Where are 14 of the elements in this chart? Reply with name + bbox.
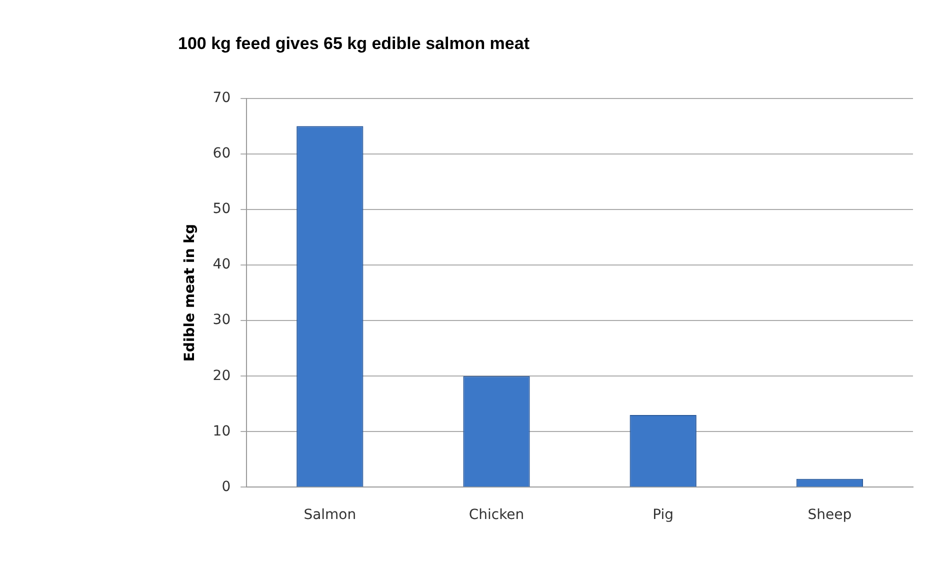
x-tick-label: Pig (652, 507, 674, 524)
y-tick-label: 60 (212, 146, 231, 162)
x-tick-label: Salmon (304, 507, 356, 524)
x-tick-label: Sheep (808, 507, 852, 524)
y-tick-label: 20 (212, 368, 231, 384)
y-tick-label: 0 (222, 478, 231, 495)
y-tick-label: 30 (212, 312, 231, 328)
chart-title: 100 kg feed gives 65 kg edible salmon meat (178, 34, 530, 53)
y-tick-label: 10 (212, 423, 231, 440)
y-tick-label: 70 (212, 90, 231, 106)
y-axis-title: Edible meat in kg (182, 224, 198, 362)
x-tick-label: Chicken (468, 507, 524, 524)
y-tick-label: 50 (212, 201, 231, 218)
y-tick-label: 40 (212, 256, 231, 273)
